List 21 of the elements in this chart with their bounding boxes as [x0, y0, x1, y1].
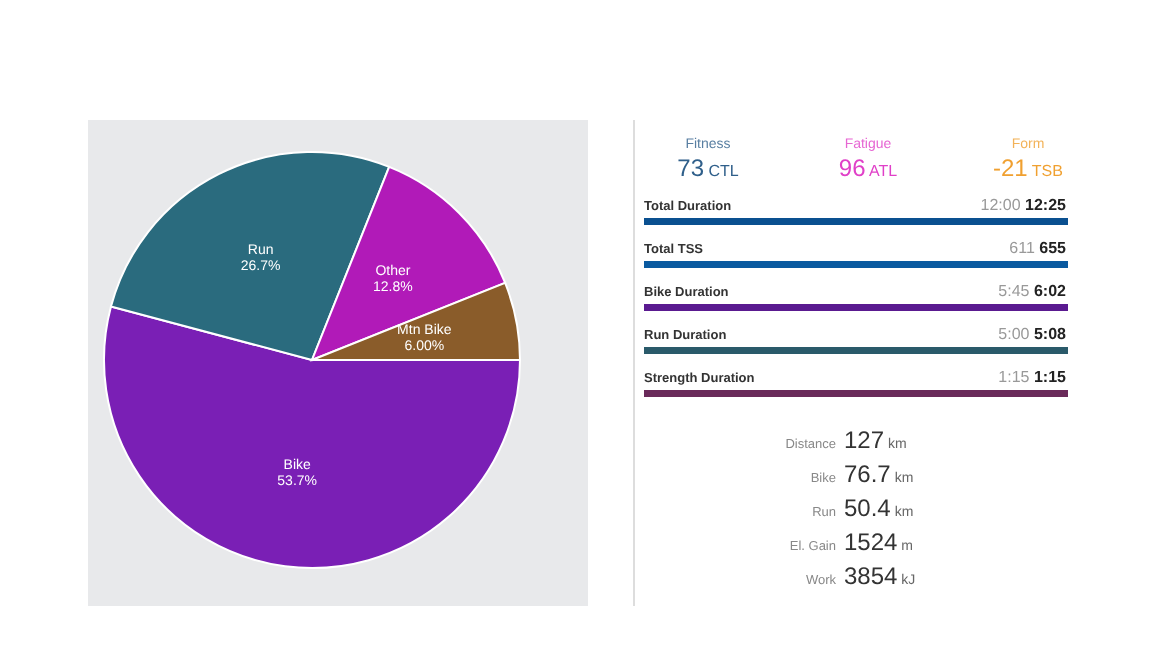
text: -21	[993, 154, 1029, 182]
text: 12:00	[980, 196, 1026, 214]
text: 655	[1039, 239, 1068, 257]
text: 5:00	[998, 325, 1034, 343]
text: CTL	[704, 162, 740, 180]
text: 76.7	[844, 460, 892, 488]
text: 1:15	[998, 368, 1034, 386]
text: 3854	[844, 562, 899, 590]
text: 73	[677, 154, 705, 182]
text: 12:25	[1025, 196, 1068, 214]
text: 611	[1009, 239, 1040, 257]
text: TSB	[1027, 162, 1063, 180]
text: ATL	[865, 162, 899, 180]
text: 5:45	[998, 282, 1034, 300]
text: 5:08	[1033, 325, 1068, 343]
text: 6:02	[1033, 282, 1068, 300]
text: 1:15	[1033, 368, 1068, 386]
text: 1524	[844, 528, 899, 556]
text: 50.4	[844, 494, 892, 522]
text: 96	[838, 154, 867, 182]
text: 127	[844, 426, 885, 454]
